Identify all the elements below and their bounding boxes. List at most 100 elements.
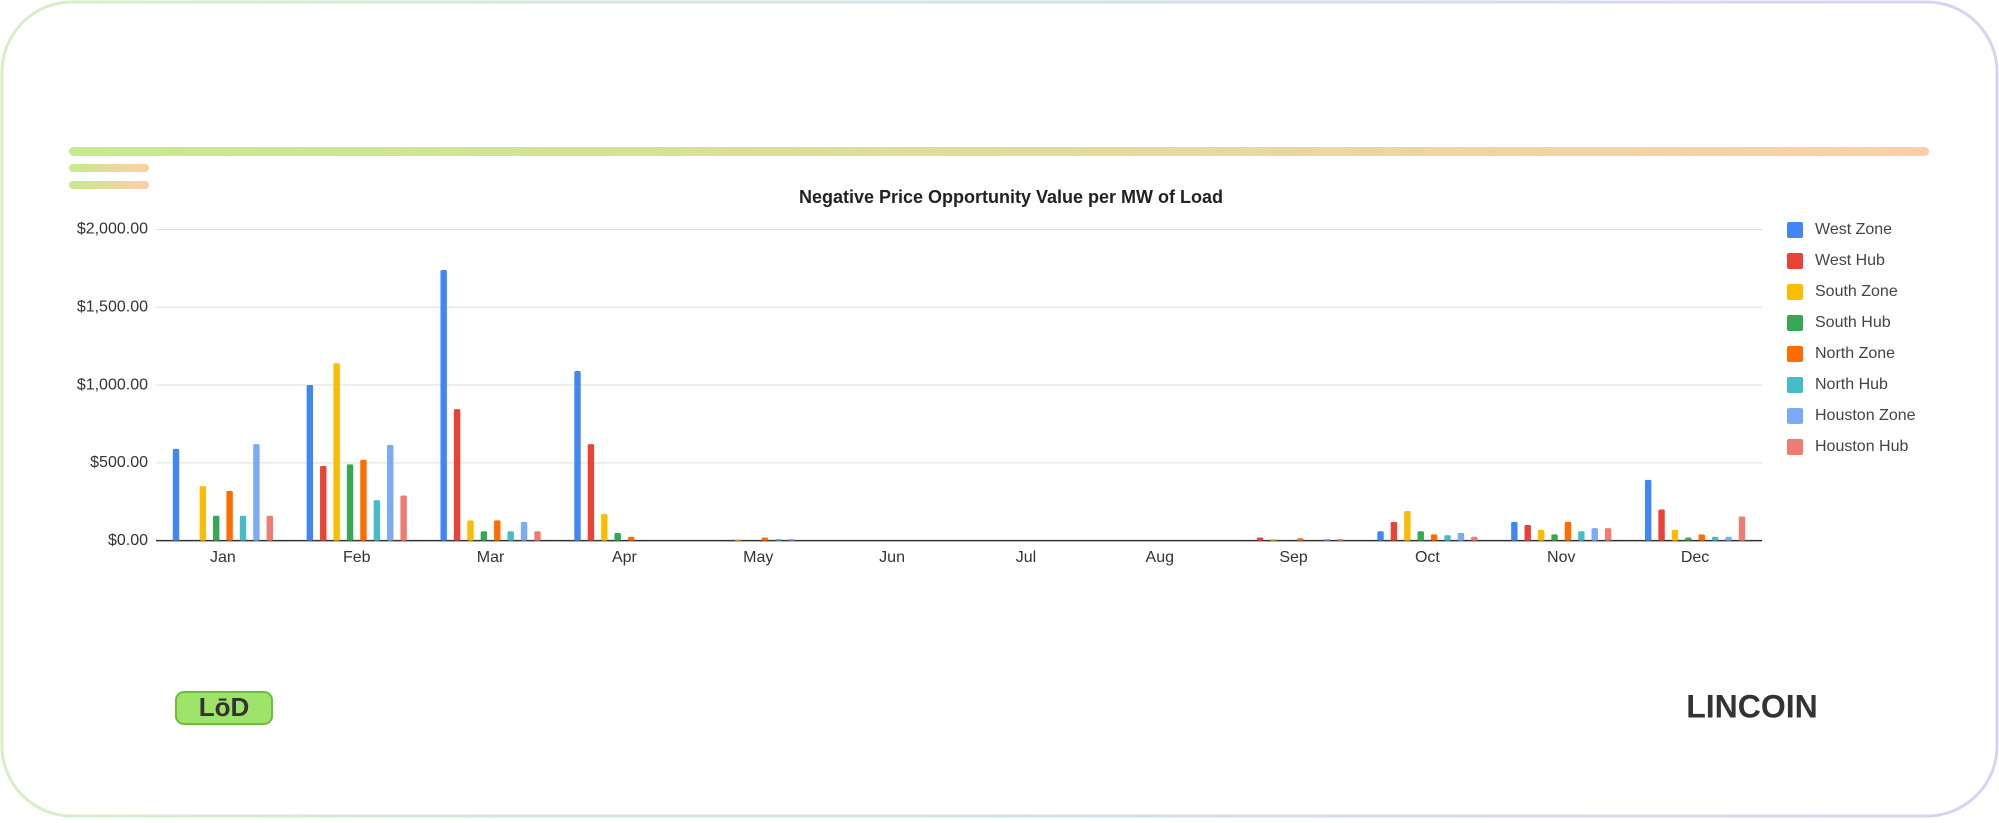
bar	[1323, 539, 1331, 541]
decor-bar	[69, 181, 149, 189]
bar	[1270, 539, 1277, 541]
bar	[587, 444, 595, 541]
x-tick-label: Oct	[1415, 549, 1440, 566]
x-tick-label: Jan	[210, 549, 236, 566]
x-tick-label: Jul	[1016, 549, 1036, 566]
legend-label: West Hub	[1815, 252, 1885, 269]
bar	[266, 515, 274, 541]
legend-swatch	[1787, 222, 1803, 238]
bar	[1524, 525, 1531, 541]
decor-bar	[69, 164, 149, 172]
bar	[627, 536, 635, 541]
x-tick-label: Jun	[879, 549, 905, 566]
bar	[520, 521, 528, 541]
legend-label: South Hub	[1815, 314, 1891, 331]
bar	[1725, 536, 1732, 541]
bar	[1738, 516, 1746, 541]
bar	[1390, 521, 1398, 541]
bar	[507, 531, 514, 541]
bar	[1537, 529, 1545, 541]
bar	[494, 520, 501, 541]
bar	[734, 539, 742, 541]
bar	[1457, 532, 1465, 541]
bar	[239, 515, 247, 541]
bar	[360, 459, 367, 541]
bar	[1604, 528, 1612, 541]
bar	[601, 514, 608, 541]
bar	[1417, 531, 1424, 541]
bar	[775, 539, 782, 541]
y-tick-label: $2,000.00	[77, 221, 148, 238]
bar	[213, 515, 220, 541]
x-tick-label: Mar	[477, 549, 505, 566]
bar	[788, 539, 795, 541]
legend-label: North Hub	[1815, 376, 1888, 393]
bar	[534, 531, 541, 541]
x-tick-label: Feb	[343, 549, 371, 566]
legend-label: Houston Zone	[1815, 407, 1916, 424]
bar	[614, 532, 621, 541]
bar	[1578, 531, 1585, 541]
legend-swatch	[1787, 346, 1803, 362]
bar	[320, 465, 327, 541]
bar	[1444, 535, 1451, 541]
bar	[1685, 537, 1692, 541]
bar	[1256, 537, 1264, 541]
x-tick-label: Apr	[612, 549, 638, 566]
bar	[387, 444, 394, 541]
bar	[172, 448, 180, 541]
bar	[440, 269, 447, 541]
bar	[199, 486, 207, 541]
bar	[1644, 479, 1652, 541]
bar	[1551, 534, 1558, 541]
brand-left: LōD	[199, 692, 250, 722]
bar	[1671, 529, 1679, 541]
legend-swatch	[1787, 253, 1803, 269]
x-tick-label: May	[743, 549, 773, 566]
decor-bar	[69, 147, 1929, 156]
legend-swatch	[1787, 315, 1803, 331]
brand-logo	[175, 691, 273, 725]
bar	[253, 444, 260, 541]
legend-label: South Zone	[1815, 283, 1898, 300]
bar	[1430, 534, 1438, 541]
chart-title: Negative Price Opportunity Value per MW …	[799, 187, 1223, 207]
legend-label: Houston Hub	[1815, 438, 1908, 455]
bar	[1698, 534, 1705, 541]
bar	[373, 500, 381, 541]
y-tick-label: $1,000.00	[77, 376, 148, 393]
x-tick-label: Aug	[1146, 549, 1174, 566]
y-tick-label: $500.00	[90, 454, 148, 471]
y-tick-label: $1,500.00	[77, 298, 148, 315]
bar	[1511, 521, 1518, 541]
bar	[1591, 528, 1598, 541]
legend-swatch	[1787, 408, 1803, 424]
x-tick-label: Sep	[1279, 549, 1308, 566]
bar	[453, 409, 461, 541]
bar	[1711, 536, 1719, 541]
y-tick-label: $0.00	[108, 532, 148, 549]
bar	[1404, 511, 1411, 541]
bar	[306, 385, 314, 541]
bar	[1471, 536, 1478, 541]
bar	[761, 537, 769, 541]
x-tick-label: Dec	[1681, 549, 1709, 566]
brand-right: LINCOIN	[1686, 688, 1818, 724]
bar	[480, 531, 488, 541]
legend-label: West Zone	[1815, 221, 1892, 238]
bar	[467, 520, 474, 541]
legend-swatch	[1787, 377, 1803, 393]
bar	[1377, 531, 1384, 541]
bar	[574, 371, 581, 541]
legend-label: North Zone	[1815, 345, 1895, 362]
legend-swatch	[1787, 284, 1803, 300]
legend-swatch	[1787, 439, 1803, 455]
bar	[333, 363, 340, 541]
bar	[226, 490, 233, 541]
bar	[1337, 539, 1344, 541]
bar	[346, 464, 354, 541]
bar	[1564, 521, 1572, 541]
